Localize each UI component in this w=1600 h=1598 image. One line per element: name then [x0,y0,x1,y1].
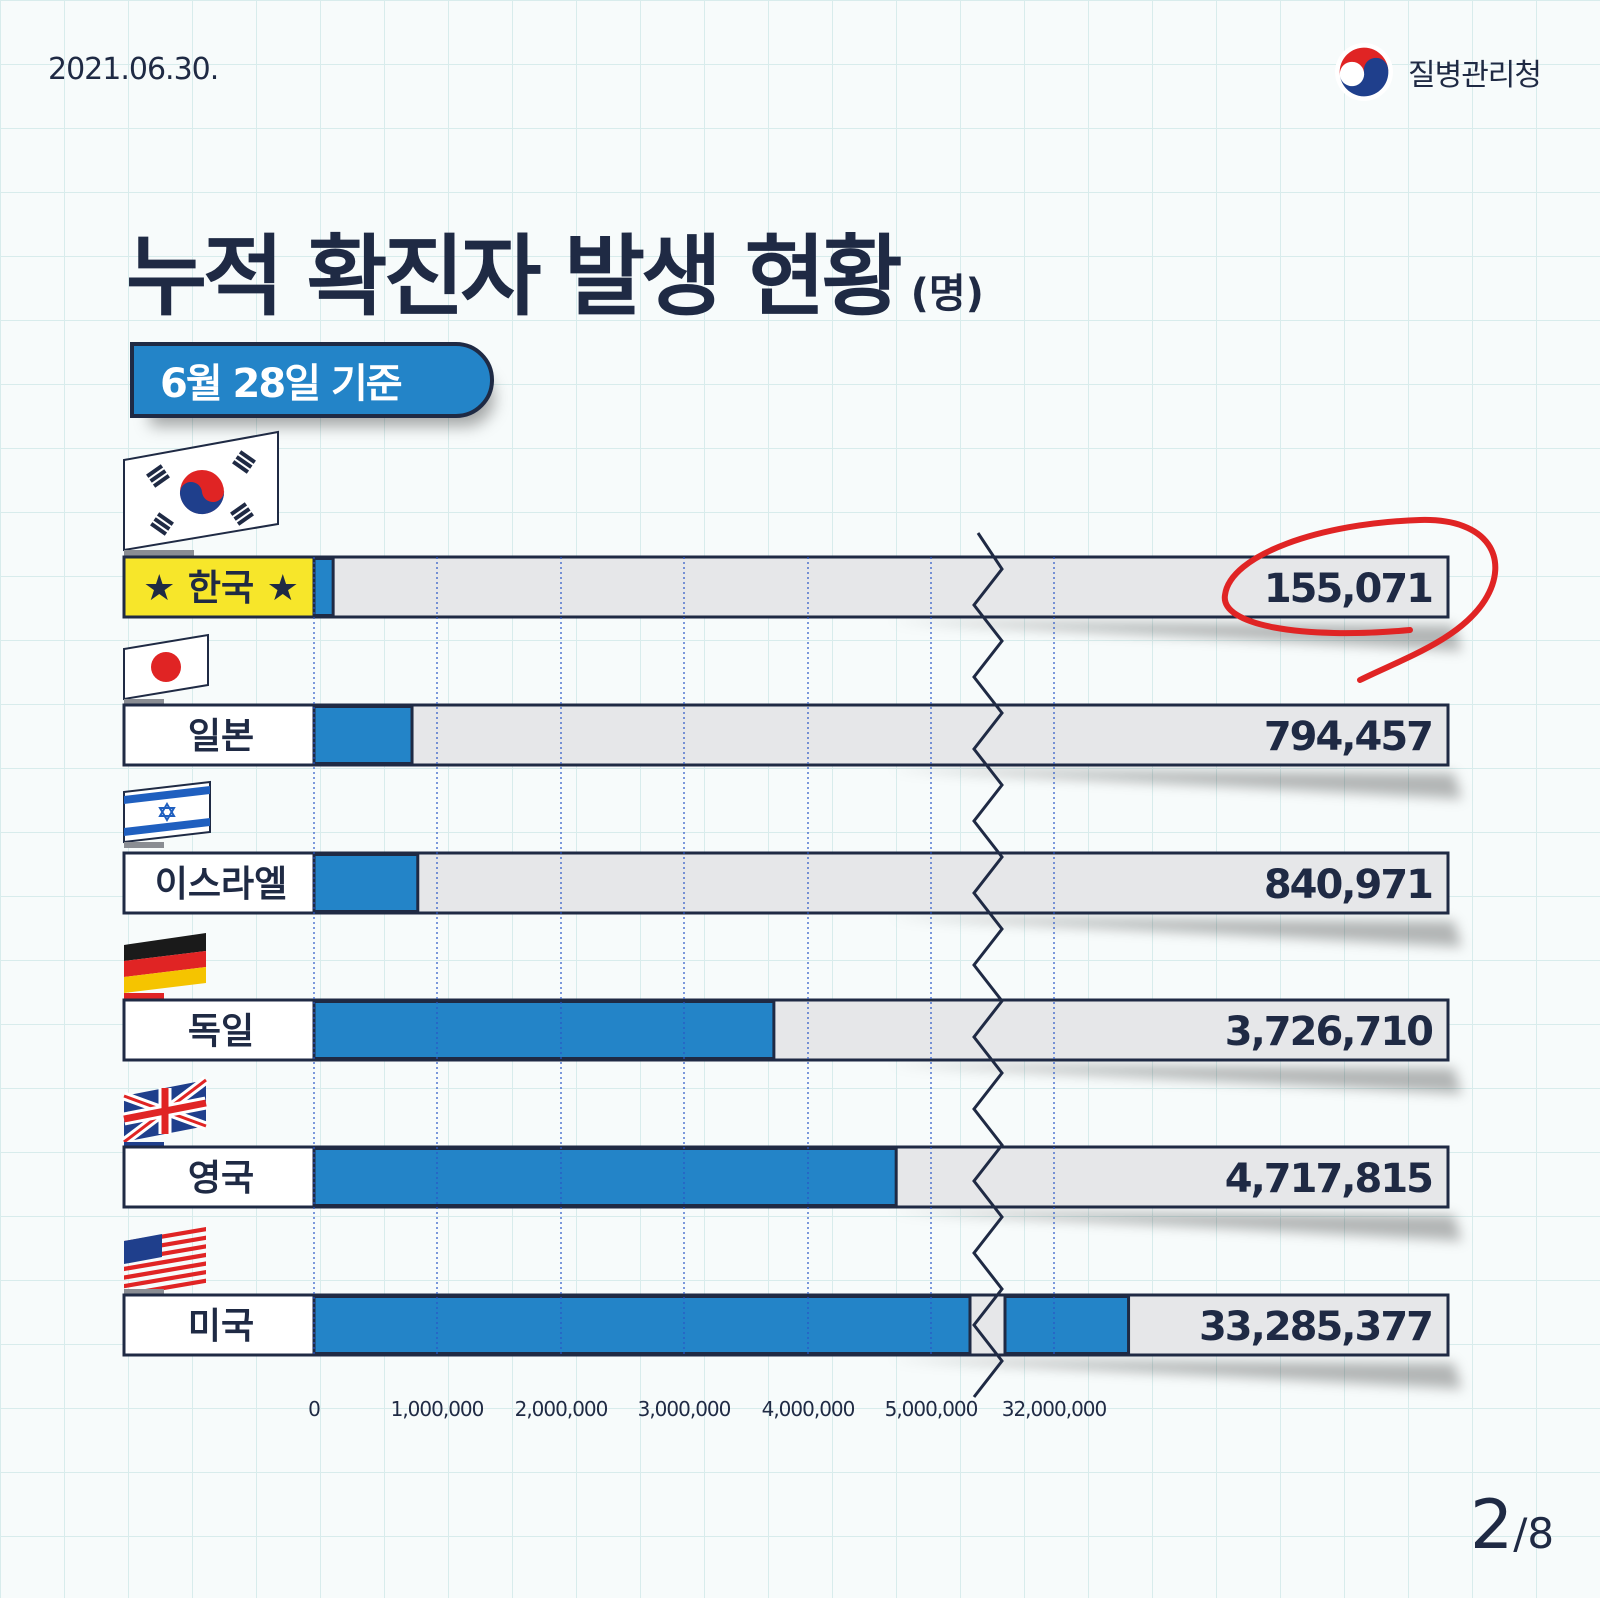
country-label: 일본 [188,716,254,757]
flag-gold [124,967,206,993]
trigram-bar [233,507,251,521]
x-tick-label: 1,000,000 [391,1397,484,1421]
page-title: 누적 확진자 발생 현황 (명) [126,206,984,333]
page-current: 2 [1470,1486,1514,1565]
germany-flag-icon [124,933,206,999]
flag-trigram [150,512,174,536]
x-tick-label: 4,000,000 [762,1397,855,1421]
trigram-bar [152,474,170,488]
flag-star-down [158,807,176,822]
flag-pole [124,699,164,705]
flag-cross-red [123,1099,207,1123]
flag-stripe-top [124,786,210,804]
israel-flag-icon [123,780,211,848]
country-label-box [122,998,316,1062]
value-label: 3,726,710 [1225,1009,1432,1055]
page-separator: / [1513,1509,1528,1558]
value-label: 155,071 [1264,566,1432,612]
flag-black [124,933,206,961]
bar-track [312,555,1450,619]
flag-star-up [158,802,176,817]
flag-pole [124,550,194,558]
page-indicator: 2/8 [1470,1486,1554,1565]
bar-fill [312,1147,898,1207]
country-label-box [122,851,316,915]
flag-sun [151,652,181,682]
bar-fill-after-break [1003,1295,1131,1355]
reference-date-badge: 6월 28일 기준 [130,342,494,418]
trigram-bar [146,464,164,478]
x-tick-label: 5,000,000 [885,1397,978,1421]
bar-shadow [888,1064,1462,1094]
trigram-bar [149,469,167,483]
trigram-bar [156,512,174,526]
bar-fill [312,705,414,765]
bar-fill [312,853,420,913]
flag-stripe-red [124,1270,206,1289]
flag-pole [124,1289,164,1295]
japan-flag-icon [123,633,209,705]
trigram-bar [235,455,253,469]
flag-stripe-red [124,1261,206,1280]
trigram-bar [150,522,168,536]
bar-shadow [888,621,1462,651]
bar-shadow [888,917,1462,947]
x-tick-label: 0 [308,1397,320,1421]
org-name: 질병관리청 [1408,58,1542,93]
flag-canton [124,1234,162,1264]
x-tick-label: 3,000,000 [638,1397,731,1421]
country-label: ★ 한국 ★ [143,568,299,609]
bar-fill [312,1295,972,1355]
x-tick-label: 2,000,000 [515,1397,608,1421]
trigram-bar [230,502,248,516]
country-label: 미국 [188,1306,254,1347]
title-main: 누적 확진자 발생 현황 [126,225,903,328]
org-logo: 질병관리청 [1334,42,1542,102]
bar-shadow [888,1211,1462,1241]
country-label-box [122,1293,316,1357]
uk-flag-icon [121,1076,209,1148]
flag-trigram [232,450,256,474]
x-tick-label: 32,000,000 [1002,1397,1107,1421]
page-total: 8 [1527,1509,1555,1558]
trigram-bar [236,512,254,526]
title-unit: (명) [910,271,984,317]
highlight-circle-icon [1221,516,1499,683]
date-text: 2021.06.30. [48,52,219,87]
country-label: 영국 [188,1158,254,1199]
trigram-bar [153,517,171,531]
value-label: 4,717,815 [1225,1156,1432,1202]
country-label: 독일 [188,1011,254,1052]
country-label-box [122,555,316,619]
flag-trigram [146,464,170,488]
trigram-bar [238,450,256,464]
flag-stripe-bottom [124,818,210,836]
trigram-bar [232,460,250,474]
bar-fill [312,1000,776,1060]
flag-stripe-red [124,1252,206,1272]
flag-pole [124,993,164,999]
value-label: 33,285,377 [1199,1304,1432,1350]
south-korea-flag-icon [123,430,279,558]
flag-taegeuk-blue [179,481,225,515]
bar-fill [312,557,335,617]
flag-pole [124,842,164,848]
flag-pole [124,1142,164,1148]
country-label: 이스라엘 [155,864,287,905]
taegeuk-logo-icon [1335,43,1393,101]
bar-shadow [888,1359,1462,1389]
axis-break-zigzag [972,532,1004,1398]
value-label: 840,971 [1264,862,1432,908]
flag-trigram [230,502,254,526]
usa-flag-icon [124,1227,206,1297]
flag-red [124,951,206,977]
value-label: 794,457 [1264,714,1432,760]
bar-shadow [888,769,1462,799]
